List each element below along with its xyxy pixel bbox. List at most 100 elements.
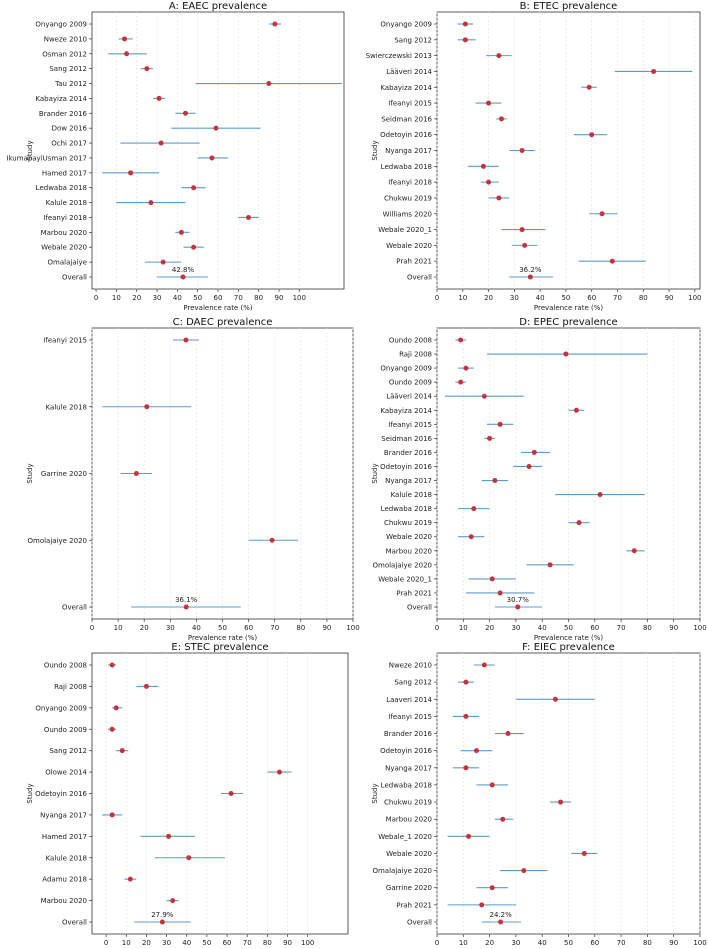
study-row: Kalule 2018: [46, 199, 186, 207]
point-estimate: [183, 604, 189, 610]
study-label: Nyanga 2017: [385, 764, 432, 772]
point-estimate: [589, 132, 595, 138]
point-estimate: [573, 407, 579, 413]
x-tick-label: 0: [435, 624, 439, 632]
study-label: Marbou 2020: [41, 897, 87, 905]
panel-title: F: EIEC prevalence: [522, 642, 615, 653]
study-label: Onyango 2009: [35, 21, 87, 29]
point-estimate: [209, 155, 215, 161]
x-tick-label: 10: [112, 294, 121, 302]
point-estimate: [522, 242, 528, 248]
point-estimate: [531, 449, 537, 455]
study-row: Raji 2008: [399, 351, 648, 359]
study-label: Marbou 2020: [386, 816, 432, 824]
study-row: Prah 2021: [396, 901, 516, 909]
study-label: Brander 2016: [384, 449, 433, 457]
point-estimate: [489, 782, 495, 788]
study-row: Webale 2020_1: [378, 575, 516, 583]
x-tick-label: 10: [459, 624, 468, 632]
x-tick-label: 80: [263, 939, 272, 947]
study-label: Omalajaiye 2020: [372, 867, 432, 875]
study-label: Nyanga 2017: [385, 477, 432, 485]
study-label: Ifeanyi 2015: [388, 100, 432, 108]
x-axis-label: Prevalence rate (%): [183, 304, 252, 312]
point-estimate: [468, 534, 474, 540]
point-estimate: [473, 748, 479, 754]
point-estimate: [519, 227, 525, 233]
study-row: Kalule 2018: [391, 491, 645, 499]
x-tick-label: 10: [122, 939, 131, 947]
overall-value-label: 27.9%: [151, 911, 174, 919]
point-estimate: [148, 200, 154, 206]
study-label: Chukwu 2019: [384, 194, 432, 202]
point-estimate: [581, 850, 587, 856]
study-row: Kabayiza 2014: [380, 407, 585, 415]
study-row: Overall 36.2%: [407, 266, 554, 282]
study-label: Overall: [62, 919, 87, 927]
study-row: Prah 2021: [396, 589, 535, 597]
point-estimate: [563, 351, 569, 357]
study-row: Seidman 2016: [381, 435, 495, 443]
study-row: Hamed 2017: [42, 169, 160, 177]
study-label: Oundo 2008: [44, 662, 87, 670]
x-tick-label: 70: [613, 294, 622, 302]
overall-value-label: 36.2%: [519, 266, 542, 274]
point-estimate: [182, 110, 188, 116]
study-label: Ifeanyi 2015: [388, 713, 432, 721]
point-estimate: [170, 898, 176, 904]
study-row: Marbou 2020: [41, 229, 190, 237]
study-label: Lääveri 2014: [386, 393, 432, 401]
point-estimate: [515, 604, 521, 610]
panel-title: E: STEC prevalence: [171, 642, 268, 653]
study-row: Webale 2020: [386, 242, 538, 250]
point-estimate: [558, 799, 564, 805]
point-estimate: [481, 393, 487, 399]
point-estimate: [599, 211, 605, 217]
x-tick-label: 30: [153, 294, 162, 302]
panel-c: 0 10 20 30 40 50 60 70 80 90 100 C: DAEC prevalence…: [26, 317, 360, 642]
study-row: Ledwaba 2018: [381, 163, 499, 171]
x-tick-label: 0: [435, 939, 439, 947]
point-estimate: [486, 100, 492, 106]
x-tick-label: 90: [665, 294, 674, 302]
study-row: Brander 2016: [384, 730, 524, 738]
study-label: Nweze 2010: [44, 35, 87, 43]
x-tick-label: 80: [643, 939, 652, 947]
point-estimate: [486, 179, 492, 185]
x-tick-label: 30: [162, 939, 171, 947]
study-label: Ifeanyi 2015: [43, 337, 87, 345]
x-tick-label: 50: [218, 624, 227, 632]
x-tick-label: 10: [458, 294, 467, 302]
point-estimate: [228, 791, 234, 796]
x-tick-label: 70: [270, 624, 279, 632]
panel-title: C: DAEC prevalence: [173, 317, 273, 328]
x-axis-label: Prevalence rate (%): [534, 634, 603, 642]
study-row: Webale 2020: [386, 850, 598, 858]
study-row: Onyango 2009: [380, 365, 474, 373]
study-label: Omalajaiye: [48, 259, 87, 267]
study-label: Webale 2020_1: [378, 575, 432, 583]
study-label: Prah 2021: [396, 258, 432, 266]
x-tick-label: 60: [244, 624, 253, 632]
study-label: Odetoyin 2016: [35, 790, 87, 798]
study-label: Lääveri 2014: [386, 68, 432, 76]
panel-a: 0 10 20 30 40 50 60 70 80 90 100 A: EAEC prevalence…: [6, 1, 345, 312]
study-label: Ledwaba 2018: [36, 184, 87, 192]
study-label: Nyanga 2017: [40, 811, 87, 819]
study-row: Ifeanyi 2018: [43, 214, 259, 222]
study-row: Nyanga 2017: [385, 764, 480, 772]
point-estimate: [505, 731, 511, 737]
study-row: Kabayiza 2014: [35, 95, 166, 103]
study-label: Sang 2012: [49, 65, 87, 73]
x-tick-label: 100: [293, 294, 306, 302]
study-label: Omolajaiye 2020: [27, 537, 87, 545]
study-label: Adamu 2018: [42, 876, 87, 884]
study-label: Overall: [407, 919, 432, 927]
point-estimate: [497, 590, 503, 596]
study-row: Marbou 2020: [386, 547, 645, 555]
x-tick-label: 30: [510, 294, 519, 302]
study-row: Laaveri 2014: [386, 696, 595, 704]
study-row: Oundo 2009: [44, 726, 117, 734]
study-row: Ochi 2017: [51, 140, 200, 148]
